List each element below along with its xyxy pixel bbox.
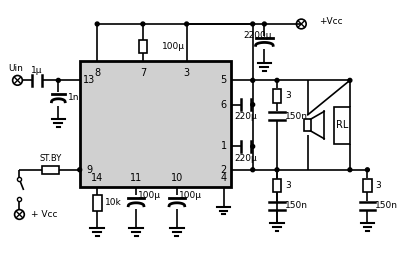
Text: 100μ: 100μ bbox=[138, 190, 161, 200]
Text: 3: 3 bbox=[184, 68, 190, 77]
Circle shape bbox=[275, 168, 279, 172]
Bar bbox=[138, 40, 147, 53]
Text: 10: 10 bbox=[171, 172, 183, 183]
Bar bbox=[334, 107, 350, 144]
Circle shape bbox=[262, 22, 266, 26]
Text: 150n: 150n bbox=[285, 112, 308, 121]
Text: 3: 3 bbox=[285, 91, 290, 100]
Text: 7: 7 bbox=[140, 68, 146, 77]
Text: 6: 6 bbox=[220, 100, 227, 110]
Circle shape bbox=[185, 22, 188, 26]
Text: 220μ: 220μ bbox=[234, 112, 257, 121]
Text: 3: 3 bbox=[375, 181, 381, 190]
Text: 10k: 10k bbox=[105, 198, 122, 207]
Circle shape bbox=[251, 78, 255, 82]
Text: 4: 4 bbox=[220, 172, 227, 183]
Text: 150n: 150n bbox=[375, 201, 398, 210]
Text: 2200μ: 2200μ bbox=[243, 31, 272, 40]
Text: 3: 3 bbox=[285, 181, 290, 190]
Text: 2: 2 bbox=[220, 165, 227, 175]
Circle shape bbox=[141, 22, 145, 26]
Bar bbox=[273, 89, 281, 103]
Circle shape bbox=[251, 168, 255, 172]
Text: +Vcc: +Vcc bbox=[319, 17, 342, 26]
Text: 9: 9 bbox=[86, 165, 92, 175]
Text: 13: 13 bbox=[83, 75, 96, 85]
Text: ST.BY: ST.BY bbox=[40, 154, 62, 163]
Text: 150n: 150n bbox=[285, 201, 308, 210]
Circle shape bbox=[275, 78, 279, 82]
Text: 14: 14 bbox=[91, 172, 103, 183]
Text: RL: RL bbox=[336, 120, 348, 130]
Bar bbox=[42, 166, 59, 174]
Text: 220μ: 220μ bbox=[234, 154, 257, 163]
Bar bbox=[80, 61, 231, 187]
Text: 1n: 1n bbox=[68, 93, 80, 102]
Circle shape bbox=[348, 168, 352, 172]
Bar bbox=[304, 119, 310, 131]
Bar bbox=[93, 195, 102, 211]
Circle shape bbox=[78, 168, 82, 172]
Text: 100μ: 100μ bbox=[179, 190, 202, 200]
Text: 8: 8 bbox=[94, 68, 100, 77]
Circle shape bbox=[251, 22, 255, 26]
Circle shape bbox=[348, 78, 352, 82]
Circle shape bbox=[56, 78, 60, 82]
Circle shape bbox=[366, 168, 369, 172]
Text: 100μ: 100μ bbox=[162, 42, 185, 51]
Text: Uin: Uin bbox=[8, 64, 23, 73]
Text: + Vcc: + Vcc bbox=[31, 210, 58, 219]
Text: 11: 11 bbox=[130, 172, 142, 183]
Circle shape bbox=[251, 103, 255, 107]
Circle shape bbox=[251, 145, 255, 148]
Circle shape bbox=[95, 22, 99, 26]
Text: 5: 5 bbox=[220, 75, 227, 85]
Bar bbox=[273, 179, 281, 192]
Bar bbox=[363, 179, 372, 192]
Text: 1: 1 bbox=[220, 141, 227, 151]
Text: 1μ: 1μ bbox=[31, 66, 43, 75]
